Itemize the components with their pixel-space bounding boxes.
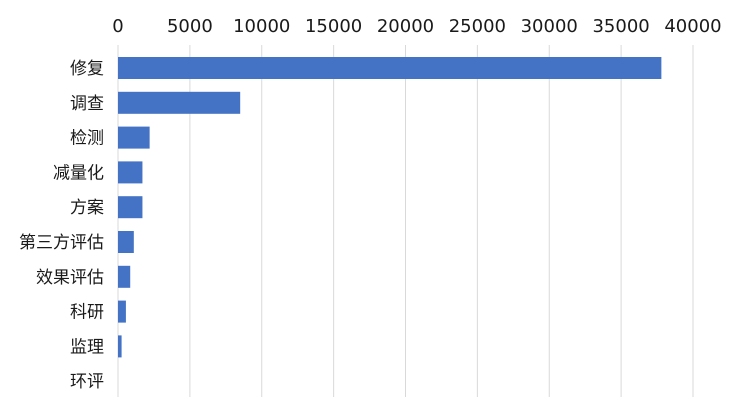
- category-label: 检测: [70, 129, 104, 149]
- category-label: 减量化: [53, 163, 104, 183]
- category-label: 环评: [70, 372, 104, 392]
- bar-0: [118, 57, 662, 79]
- bar-4: [118, 196, 143, 219]
- x-tick-label: 40000: [664, 16, 721, 37]
- x-tick-label: 5000: [167, 16, 213, 37]
- x-axis-ticks: 0 5000 10000 15000 20000 25000 30000 35000 40000: [112, 16, 721, 37]
- x-tick-label: 0: [112, 16, 123, 37]
- bar-8: [118, 335, 122, 358]
- bar-7: [118, 300, 126, 323]
- category-label: 修复: [70, 59, 104, 79]
- bar-1: [118, 91, 241, 114]
- bars: [118, 57, 662, 358]
- x-tick-label: 35000: [592, 16, 649, 37]
- x-tick-label: 10000: [233, 16, 290, 37]
- bar-5: [118, 231, 134, 253]
- category-label: 调查: [70, 94, 104, 114]
- category-label: 方案: [70, 198, 104, 218]
- x-tick-label: 25000: [449, 16, 506, 37]
- bar-6: [118, 265, 131, 288]
- category-label: 效果评估: [36, 268, 104, 288]
- bar-2: [118, 126, 150, 149]
- bar-3: [118, 161, 143, 184]
- category-label: 第三方评估: [19, 233, 104, 253]
- category-label: 科研: [70, 303, 104, 323]
- x-tick-label: 30000: [521, 16, 578, 37]
- x-tick-label: 20000: [377, 16, 434, 37]
- category-label: 监理: [70, 337, 104, 357]
- x-tick-label: 15000: [305, 16, 362, 37]
